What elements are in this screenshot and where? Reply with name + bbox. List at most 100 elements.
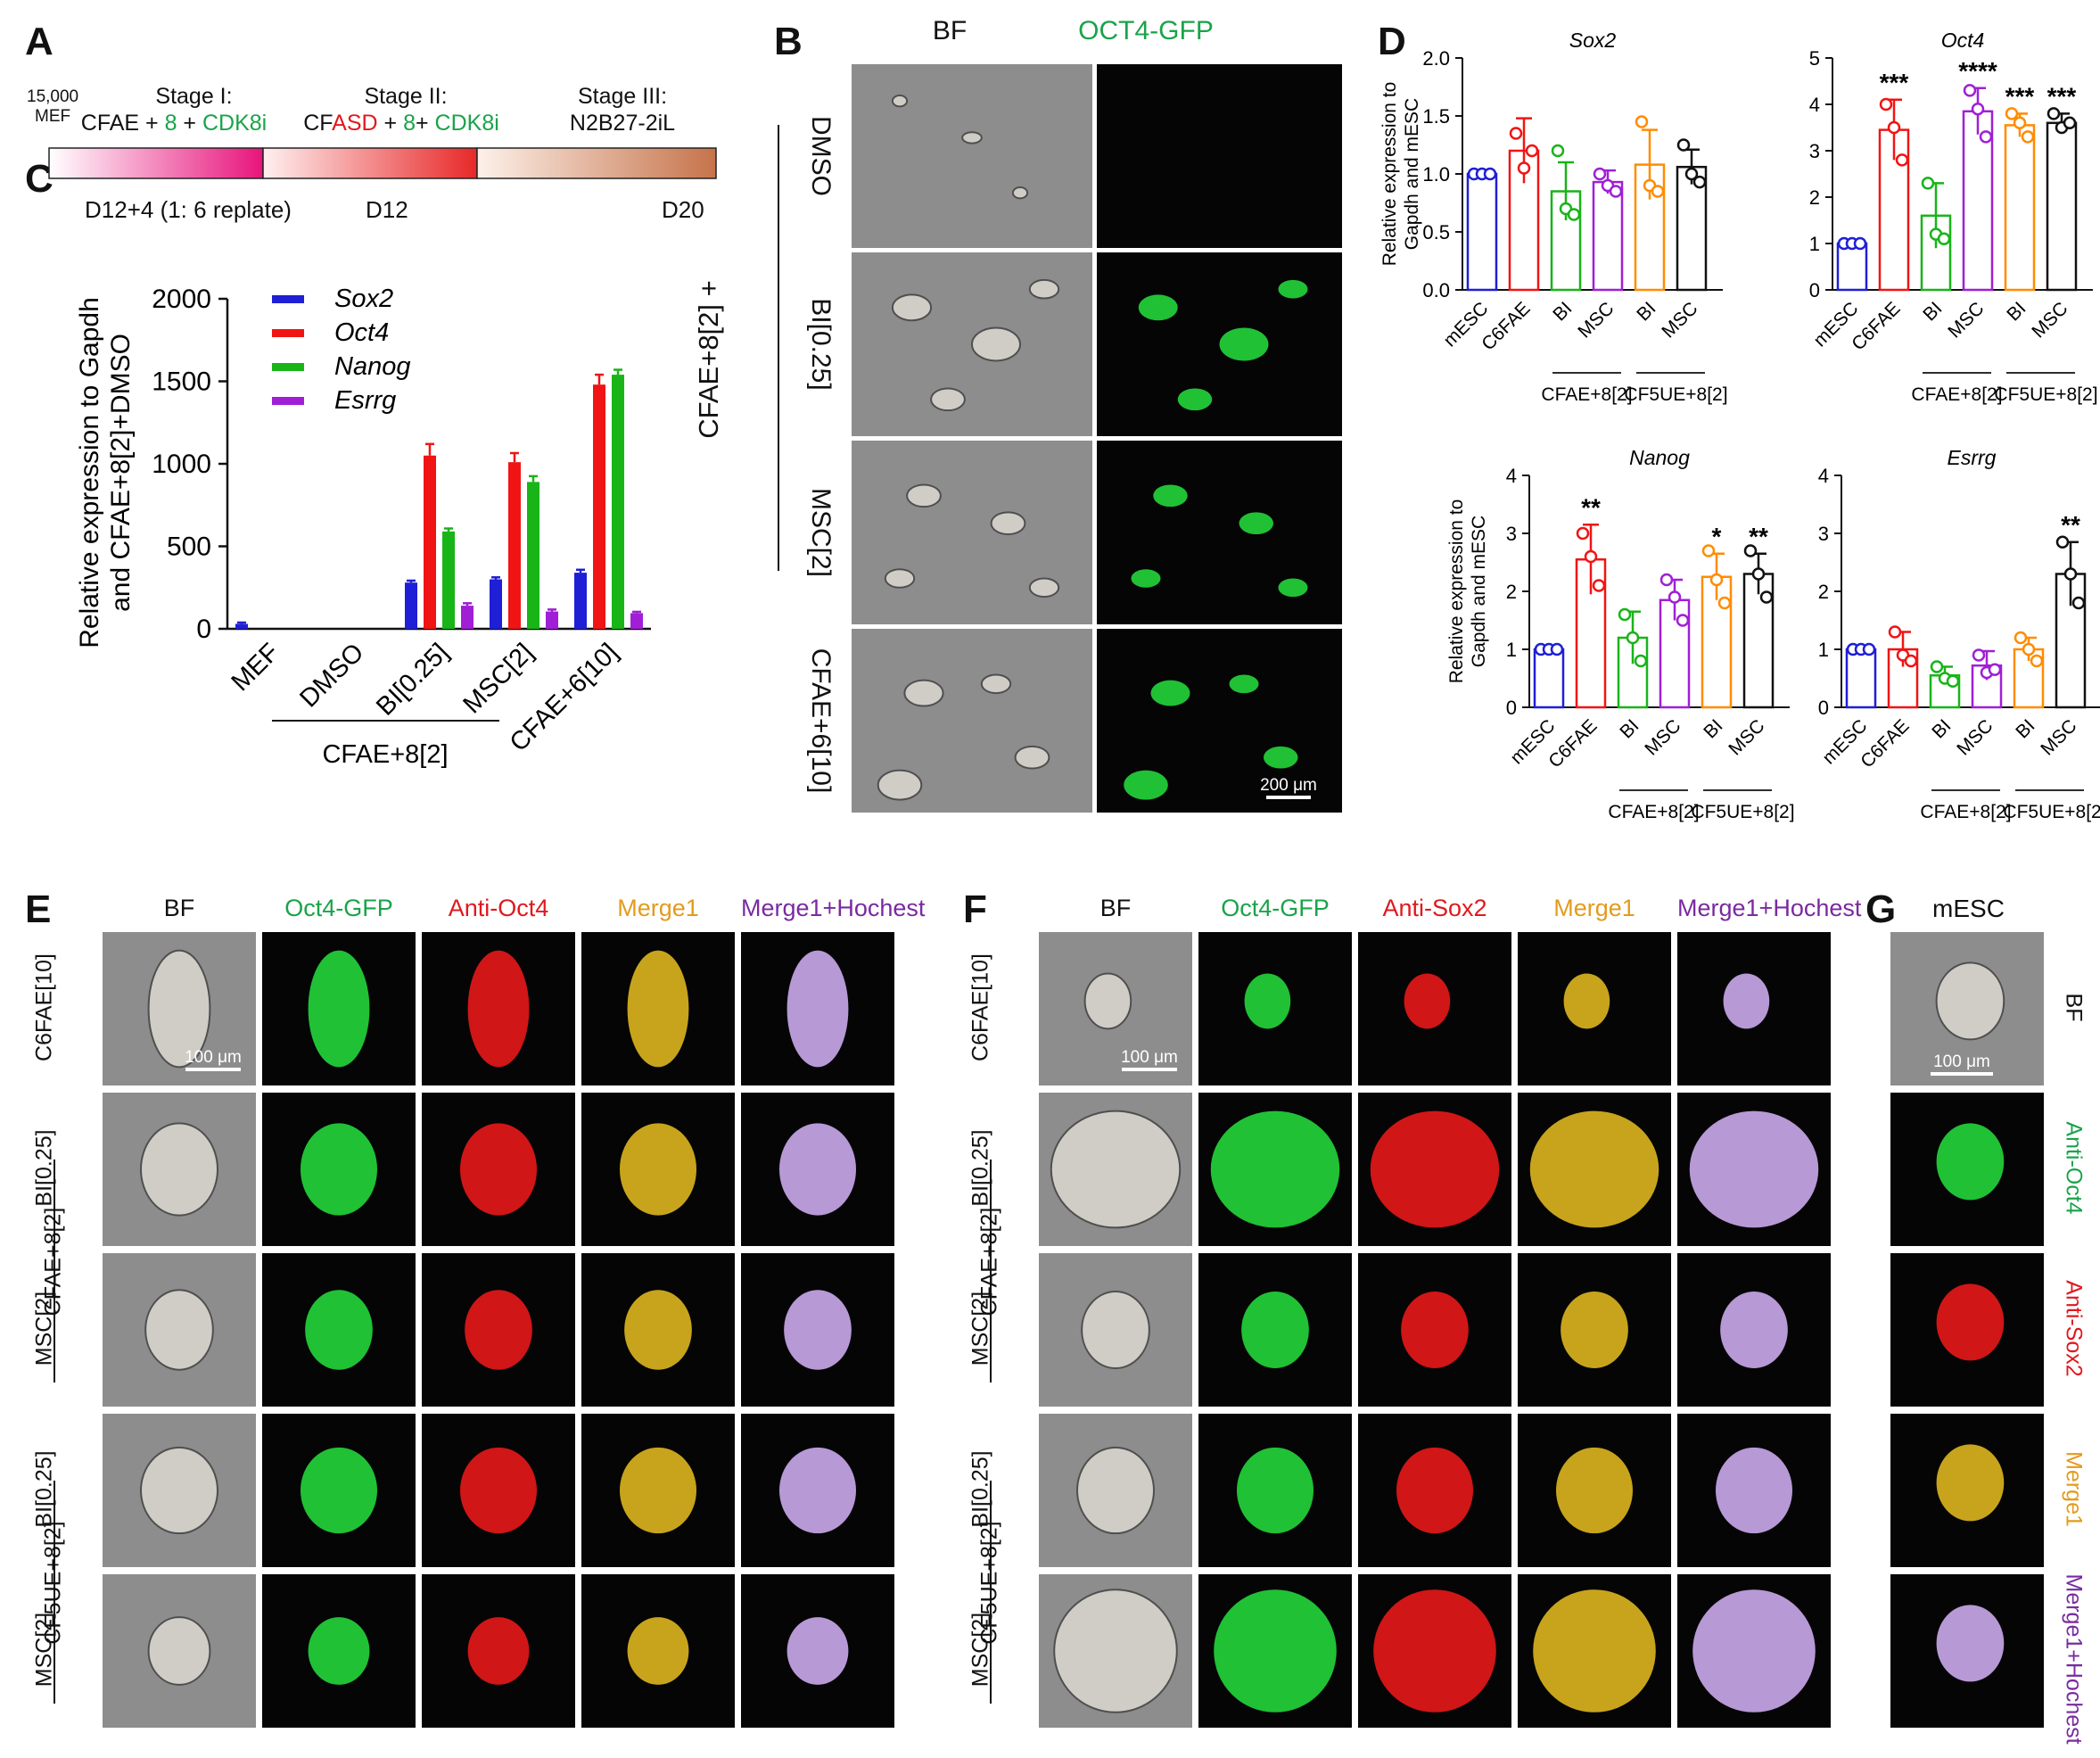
f-tile-4-2-image [1373,1589,1496,1713]
e-tile-2-4-image [784,1290,852,1370]
b-gfp-tile-0-image [1097,64,1342,248]
b-scale: 200 μm [1253,776,1324,799]
d-point-4-0 [2005,107,2019,120]
d-ytick-label-1: 1 [1818,639,1829,661]
d-point-4-1 [2022,642,2036,656]
e-col-header-4: Merge1+Hochest [741,895,926,921]
d-group-label-1: CFAE+8[2] [1608,802,1699,822]
g-title: mESC [1932,895,2005,922]
e-tile-3-2-colony-0 [460,1447,537,1534]
f-tile-0-2-image [1404,973,1451,1029]
e-tile-0-3-colony-0 [627,950,689,1068]
d-ytick-label-3: 3 [1818,523,1829,545]
f-tile-4-3-colony-0 [1533,1589,1656,1713]
b-group-label: CFAE+8[2] + [693,280,724,439]
f-tile-1-3 [1518,1093,1671,1246]
c-bar-oct4-4 [593,384,605,629]
e-tile-0-2 [422,932,575,1085]
g-tile-3-colony-0 [1936,1444,2005,1522]
c-ytick-label-2: 1000 [152,450,211,479]
c-legend-swatch-1 [272,329,304,337]
e-tile-3-0 [103,1414,256,1567]
g-row-label-1: Anti-Oct4 [2061,1121,2087,1215]
g-tile-4 [1890,1574,2044,1728]
f-tile-1-2 [1358,1093,1511,1246]
e-tile-1-4-image [779,1123,856,1216]
b-bf-tile-3-colony-2 [877,769,923,801]
e-tile-4-3-colony-0 [627,1617,689,1685]
b-gfp-tile-2-colony-1 [1239,512,1273,535]
e-tile-0-0-image [103,932,256,1085]
f-tile-3-2 [1358,1414,1511,1567]
c-ytick-label-4: 2000 [152,285,211,314]
c-bar-esrrg-4 [630,613,643,629]
d-point-5-2 [2071,596,2086,610]
d-point-1-0 [1879,97,1893,111]
b-bf-tile-1-image [852,252,1092,436]
e-col-header-1: Oct4-GFP [284,895,393,921]
panel-label-f: F [963,887,987,931]
e-tile-0-1 [262,932,416,1085]
e-tile-2-0 [103,1253,256,1407]
d-ytick-label-0: 0.0 [1422,279,1450,301]
d-bar-0 [1836,242,1868,292]
e-tile-4-1 [262,1574,416,1728]
f-tile-4-4-colony-0 [1692,1589,1816,1713]
b-bf-tile-3-image [852,629,1092,813]
d-point-1-2 [1592,579,1606,592]
d-category-2: BI [1616,715,1643,742]
d-title-oct4: Oct4 [1941,29,1985,52]
b-gfp-tile-1-image [1138,279,1308,411]
e-tile-3-3-image [620,1447,696,1534]
b-row-label-1: BI[0.25] [806,298,836,391]
f-row-label-0: C6FAE[10] [968,953,993,1061]
e-tile-3-4 [741,1414,894,1567]
e-tile-0-4-image [786,950,849,1068]
e-row-label-0: C6FAE[10] [31,953,57,1061]
d-ylabel-line1: Relative expression to [1446,499,1467,684]
e-tile-3-1 [262,1414,416,1567]
g-tile-3 [1890,1414,2044,1567]
d-point-0-2 [1483,167,1497,181]
f-tile-0-1 [1198,932,1352,1085]
d-ytick-label-2: 2 [1809,186,1820,209]
f-scale: 100 μm [1108,1048,1190,1071]
b-gfp-tile-0 [1097,64,1342,248]
g-tile-3-image [1936,1444,2005,1522]
f-tile-4-1 [1198,1574,1352,1728]
stage2-title: Stage II: [364,84,448,109]
f-tile-2-4-colony-0 [1720,1292,1788,1368]
b-gfp-tile-2 [1097,441,1342,624]
e-tile-3-1-colony-0 [301,1447,377,1534]
d-bar-0 [1466,172,1498,292]
d-ytick-label-0: 0 [1818,697,1829,719]
e-tile-1-2-image [460,1123,537,1216]
f-tile-3-4-colony-0 [1716,1447,1792,1534]
b-bf-tile-2 [852,441,1092,624]
b-gfp-tile-1-colony-3 [1177,388,1213,411]
f-tile-0-1-colony-0 [1244,973,1291,1029]
e-tile-0-3-image [627,950,689,1068]
e-col-header-3: Merge1 [617,895,699,921]
b-scale-label: 200 μm [1260,776,1317,795]
d-point-4-1 [2013,116,2027,130]
b-gfp-tile-3-image [1124,674,1298,800]
f-tile-1-1 [1198,1093,1352,1246]
f-tile-0-2-colony-0 [1404,973,1451,1029]
d-point-5-0 [2046,107,2061,120]
d-chart-sox2: 0.0 0.5 1.0 1.5 2.0 Sox2 Relative expression t… [1379,29,1728,405]
f-tile-1-4-colony-0 [1689,1110,1819,1228]
d-ytick-label-3: 3 [1506,523,1517,545]
e-tile-0-0-colony-0 [147,949,211,1069]
f-tile-4-3-image [1533,1589,1656,1713]
stage3-title: Stage III: [577,84,668,109]
stage2-part-2: + [377,111,404,136]
d-significance-3: **** [1958,57,1997,85]
d-point-2-2 [1634,654,1648,668]
c-ylabel-line2: and CFAE+8[2]+DMSO [106,334,136,612]
e-tile-3-2 [422,1414,575,1567]
b-row-label-2: MSC[2] [806,487,836,578]
e-tile-0-2-colony-0 [467,950,530,1068]
d-ytick-label-2: 2 [1506,581,1517,603]
panel-label-d: D [1378,20,1406,63]
